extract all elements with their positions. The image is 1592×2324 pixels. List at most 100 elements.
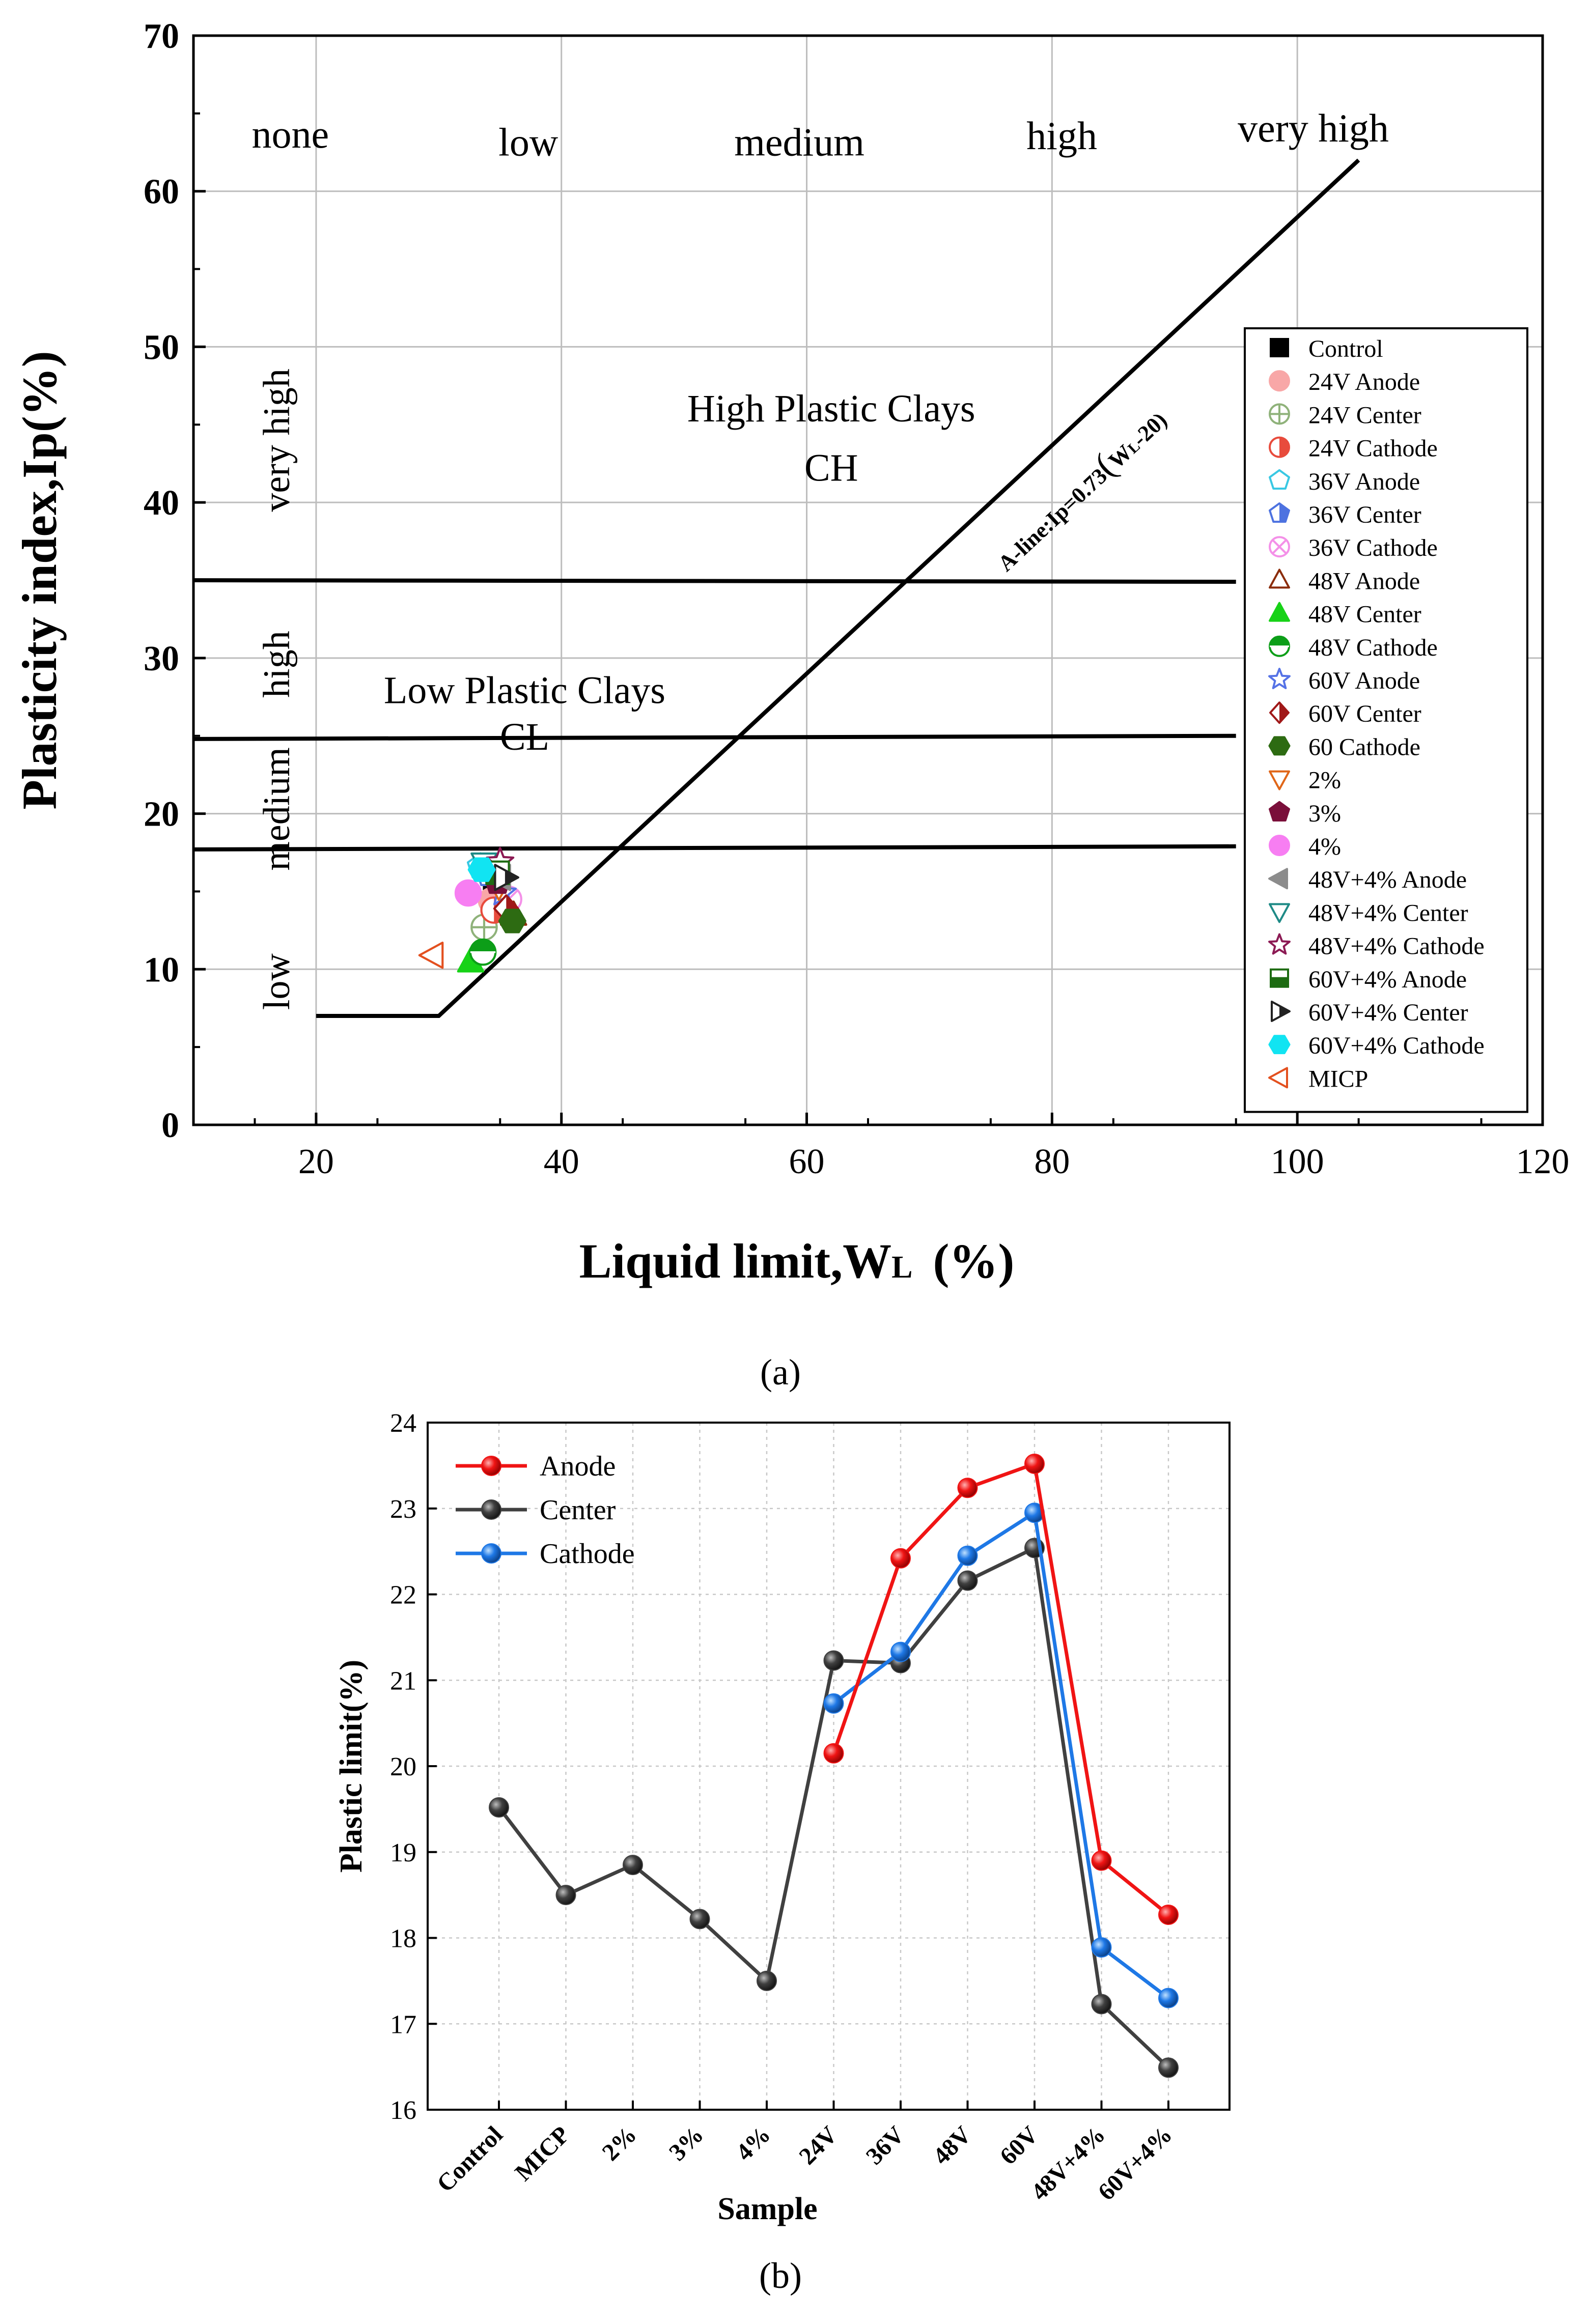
b-x-tick-label-60v: 60V	[995, 2121, 1044, 2170]
column-label-high: high	[1026, 114, 1097, 158]
legend-label-60v-4-center: 60V+4% Center	[1308, 999, 1468, 1026]
b-x-tick-label-48v: 48V	[928, 2121, 976, 2170]
point-anode-60v-4	[1158, 1904, 1179, 1925]
point-cathode-48v-4	[1091, 1937, 1112, 1958]
panel-a-chart: 20 40 60 80 100 120 0 10 20 30 40 50 60 70 none low m…	[12, 17, 1570, 1288]
legend-label-60v-center: 60V Center	[1308, 700, 1421, 727]
legend-label-control: Control	[1308, 335, 1383, 362]
legend-marker-48v-4-anode	[1268, 868, 1288, 890]
panel-a-caption: (a)	[760, 1352, 801, 1393]
legend-marker-48v-anode	[1269, 569, 1290, 589]
scatter-point-micp	[418, 941, 444, 969]
b-x-tick-label-control: Control	[432, 2121, 508, 2197]
scatter-point-60v-4-center	[494, 864, 519, 891]
point-center-3	[689, 1909, 710, 1930]
legend-label-24v-center: 24V Center	[1308, 402, 1421, 429]
a-scatter-points	[418, 846, 527, 973]
b-y-tick-label: 17	[390, 2010, 416, 2039]
point-center-60v-4	[1158, 2057, 1179, 2078]
legend-label-24v-anode: 24V Anode	[1308, 369, 1420, 395]
legend-label-36v-cathode: 36V Cathode	[1308, 534, 1438, 561]
legend-marker-micp	[1268, 1067, 1288, 1089]
row-label-low: low	[256, 953, 298, 1010]
a-y-tick-label: 30	[144, 639, 179, 678]
b-x-tick-label-36v: 36V	[861, 2121, 910, 2170]
legend-label-2: 2%	[1308, 767, 1341, 794]
a-column-labels: none low medium high very high	[252, 106, 1389, 164]
a-x-tick-label: 120	[1516, 1142, 1570, 1181]
legend-marker-center	[481, 1499, 501, 1520]
legend-label-4: 4%	[1308, 833, 1341, 860]
legend-marker-48v-4-cathode	[1268, 933, 1291, 955]
column-label-medium: medium	[734, 120, 864, 164]
legend-marker-60v-center	[1269, 701, 1290, 724]
legend-marker-cathode	[481, 1543, 501, 1564]
legend-label-24v-cathode: 24V Cathode	[1308, 435, 1438, 462]
legend-label-48v-anode: 48V Anode	[1308, 568, 1420, 594]
b-y-tick-label: 23	[390, 1495, 416, 1524]
column-label-low: low	[498, 120, 558, 164]
a-axis-ticks: 20 40 60 80 100 120 0 10 20 30 40 50 60 70	[144, 17, 1570, 1181]
panel-b-chart: 16 17 18 19 20 21 22 23 24 Control MICP 2% 3% 4% 24V 36…	[334, 1409, 1231, 2226]
a-x-tick-label: 100	[1271, 1142, 1324, 1181]
point-anode-48v	[957, 1478, 978, 1498]
point-center-micp	[555, 1885, 576, 1906]
a-line	[316, 158, 1360, 1018]
a-y-tick-label: 0	[161, 1106, 179, 1145]
point-center-48v	[957, 1570, 978, 1591]
legend-marker-24v-center	[1269, 403, 1290, 425]
legend-marker-24v-cathode	[1269, 436, 1290, 458]
legend-marker-60v-4-anode	[1270, 968, 1289, 988]
b-y-tick-label: 22	[390, 1581, 416, 1610]
b-y-tick-label: 16	[390, 2096, 416, 2125]
line-anode	[832, 1462, 1170, 1916]
scatter-point-4	[454, 879, 482, 907]
column-label-none: none	[252, 112, 329, 156]
a-x-axis-title: Liquid limit,WL (%)	[579, 1234, 1015, 1288]
b-y-tick-label: 24	[390, 1409, 416, 1438]
row-label-medium: medium	[256, 747, 298, 871]
point-cathode-48v	[957, 1545, 978, 1566]
plasticity-boundary-line	[193, 844, 1236, 852]
a-x-tick-label: 80	[1034, 1142, 1070, 1181]
b-x-tick-label-3: 3%	[664, 2121, 709, 2166]
a-y-axis-title: Plasticity index,Ip(%)	[12, 351, 67, 809]
b-y-tick-label: 21	[390, 1666, 416, 1695]
b-x-tick-label-24v: 24V	[794, 2121, 843, 2170]
legend-marker-60v-anode	[1268, 668, 1291, 689]
b-x-tick-label-60v-4: 60V+4%	[1093, 2121, 1178, 2205]
legend-label-60v-4-cathode: 60V+4% Cathode	[1308, 1032, 1485, 1059]
legend-marker-36v-center	[1268, 502, 1291, 523]
legend-label-micp: MICP	[1308, 1065, 1368, 1092]
legend-label-48v-cathode: 48V Cathode	[1308, 634, 1438, 661]
column-label-very-high: very high	[1238, 106, 1389, 150]
legend-marker-control	[1270, 338, 1289, 357]
legend-marker-48v-cathode	[1269, 635, 1290, 657]
a-region-labels: High Plastic Clays CH Low Plastic Clays …	[384, 387, 975, 758]
b-y-axis-title: Plastic limit(%)	[334, 1660, 369, 1873]
legend-label-48v-4-anode: 48V+4% Anode	[1308, 866, 1467, 893]
legend-marker-48v-center	[1269, 602, 1290, 622]
legend-marker-24v-anode	[1269, 370, 1290, 392]
a-row-labels: low medium high very high	[256, 369, 298, 1010]
legend-label-center: Center	[540, 1494, 616, 1526]
scatter-point-60-cathode	[498, 909, 526, 933]
b-series-lines	[489, 1454, 1179, 2078]
a-y-tick-label: 70	[144, 17, 179, 56]
line-cathode	[832, 1511, 1170, 2000]
point-center-24v	[823, 1650, 844, 1671]
legend-label-36v-center: 36V Center	[1308, 501, 1421, 528]
point-cathode-36v	[890, 1641, 911, 1662]
a-y-tick-label: 40	[144, 484, 179, 523]
legend-marker-60v-4-cathode	[1268, 1035, 1291, 1055]
a-legend-box	[1244, 327, 1528, 1113]
scatter-point-48v-cathode	[469, 938, 497, 966]
a-x-tick-label: 40	[544, 1142, 579, 1181]
row-label-very-high: very high	[256, 369, 298, 512]
a-x-tick-label: 60	[789, 1142, 825, 1181]
a-y-tick-label: 20	[144, 795, 179, 834]
point-anode-60v	[1024, 1454, 1045, 1474]
legend-marker-anode	[481, 1456, 501, 1476]
b-x-tick-label-2: 2%	[597, 2121, 641, 2166]
